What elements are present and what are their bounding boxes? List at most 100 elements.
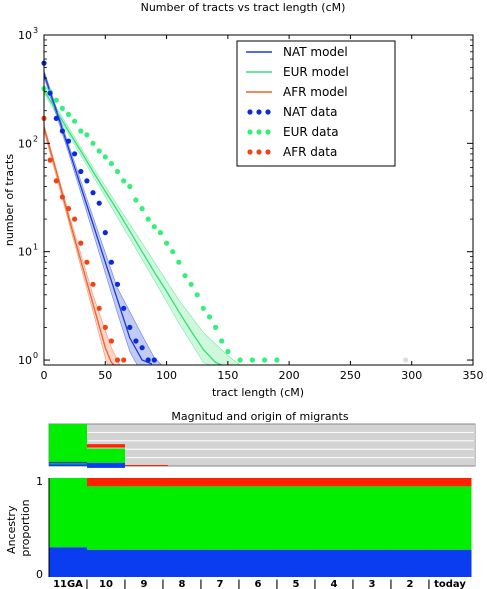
- afr-data-point: [72, 216, 78, 222]
- nat-data-point: [65, 138, 72, 144]
- eur-model-band: [43, 86, 241, 366]
- x-tick-label: 200: [279, 369, 300, 382]
- nat-data-point: [145, 357, 151, 363]
- x-tick-label: 0: [41, 369, 48, 382]
- legend-dot-marker: [265, 129, 271, 135]
- eur-data-point: [170, 249, 176, 255]
- eur-data-point: [403, 357, 409, 363]
- nat-data-point: [133, 338, 139, 344]
- eur-data-point: [225, 348, 231, 355]
- legend-box: [236, 40, 396, 167]
- prop-nat-bar: [125, 549, 164, 577]
- migrants-empty-row: [49, 424, 475, 432]
- generation-separator: |: [275, 579, 279, 589]
- afr-data-point: [96, 305, 102, 311]
- eur-data-point: [157, 230, 163, 236]
- prop-y-label-line2: proportion: [19, 499, 32, 556]
- nat-data-point: [127, 324, 133, 330]
- prop-nat-bar: [163, 549, 202, 577]
- x-axis-label: tract length (cM): [212, 386, 304, 399]
- generation-label: 6: [255, 579, 262, 589]
- prop-nat-bar: [391, 549, 430, 577]
- prop-eur-bar: [125, 486, 164, 550]
- eur-data-point: [114, 168, 121, 175]
- prop-afr-bar: [87, 478, 126, 487]
- x-tick-label: 50: [98, 369, 112, 382]
- prop-eur-bar: [49, 478, 88, 548]
- legend-dot-marker: [256, 109, 262, 115]
- prop-afr-bar: [125, 478, 164, 487]
- prop-afr-bar: [391, 478, 430, 487]
- y-tick-label: 10: [18, 246, 32, 259]
- nat-data-point: [72, 151, 78, 157]
- eur-data-point: [194, 292, 200, 298]
- afr-data-point: [47, 157, 53, 163]
- generation-label: 11GA: [53, 579, 83, 589]
- x-tick-label: 300: [401, 369, 422, 382]
- y-tick-label: 10: [18, 29, 32, 42]
- prop-nat-bar: [277, 549, 316, 577]
- eur-data-point: [59, 105, 65, 111]
- generation-label: today: [434, 579, 466, 589]
- legend-label: EUR model: [283, 65, 349, 79]
- x-tick-label: 350: [463, 369, 484, 382]
- nat-data-point: [102, 230, 108, 236]
- nat-data-point: [151, 357, 157, 363]
- migrant-afr-10: [87, 444, 125, 448]
- migrants-empty-row: [49, 458, 475, 466]
- afr-data-point: [59, 194, 65, 200]
- prop-nat-bar: [239, 549, 278, 577]
- eur-data-point: [65, 111, 72, 117]
- y-axis-label: number of tracts: [3, 154, 16, 246]
- y-tick-label: 10: [18, 354, 32, 367]
- prop-nat-bar: [429, 549, 472, 577]
- eur-data-point: [108, 161, 114, 167]
- eur-data-point: [182, 273, 188, 279]
- legend-dot-marker: [265, 149, 271, 155]
- generation-separator: |: [199, 579, 203, 589]
- legend-dot-marker: [256, 149, 262, 155]
- nat-data-point: [121, 305, 127, 311]
- prop-eur-bar: [239, 486, 278, 550]
- generation-label: 3: [369, 579, 376, 589]
- generation-separator: |: [237, 579, 241, 589]
- generation-separator: |: [389, 579, 393, 589]
- legend: NAT model EUR model AFR model NAT data EUR d…: [236, 40, 396, 167]
- eur-data-point: [200, 305, 206, 311]
- prop-y-tick-label: 1: [36, 475, 43, 488]
- eur-model-line: [43, 89, 222, 366]
- legend-label: AFR model: [283, 85, 348, 99]
- generation-separator: |: [427, 579, 431, 589]
- prop-afr-bar: [163, 478, 202, 487]
- prop-y-label-line1: Ancestry: [5, 505, 18, 554]
- migrants-plot: [48, 423, 476, 468]
- generation-label: 7: [217, 579, 224, 589]
- prop-eur-bar: [429, 486, 472, 550]
- nat-data-point: [90, 190, 96, 196]
- eur-data-point: [102, 154, 108, 160]
- prop-nat-bar: [49, 547, 88, 577]
- eur-data-point: [213, 324, 219, 330]
- prop-afr-bar: [353, 478, 392, 487]
- afr-data-point: [114, 357, 121, 363]
- prop-nat-bar: [87, 549, 126, 577]
- bottom-chart-title: Magnitud and origin of migrants: [171, 410, 348, 423]
- generation-separator: |: [123, 579, 127, 589]
- x-tick-label: 250: [340, 369, 361, 382]
- nat-data-point: [59, 128, 65, 134]
- generation-separator: |: [351, 579, 355, 589]
- eur-data-point: [139, 206, 145, 212]
- prop-afr-bar: [277, 478, 316, 487]
- eur-data-point: [121, 178, 127, 184]
- generation-separator: |: [85, 579, 89, 589]
- prop-nat-bar: [315, 549, 354, 577]
- eur-data-point: [90, 140, 96, 146]
- nat-model-band: [43, 70, 163, 366]
- prop-eur-bar: [201, 486, 240, 550]
- legend-dot-marker: [247, 149, 253, 155]
- prop-eur-bar: [87, 486, 126, 550]
